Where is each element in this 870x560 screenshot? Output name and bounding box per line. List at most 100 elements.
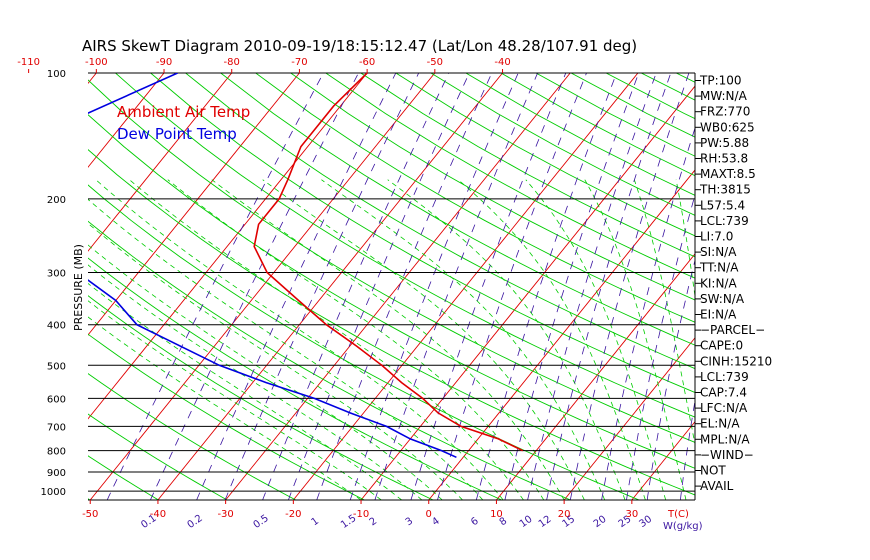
stat-item: CAPE:0: [700, 339, 743, 353]
top-temp-tick: -40: [494, 57, 510, 68]
moist-adiabat-line: [88, 264, 423, 500]
mixing-ratio-tick: 2: [368, 516, 380, 529]
stat-item: WB0:625: [700, 120, 755, 134]
moist-adiabat-line: [262, 179, 585, 500]
dew-point-temp-line: [88, 73, 457, 459]
dry-adiabat-line: [88, 257, 502, 500]
dry-adiabat-line: [255, 73, 695, 323]
mixing-ratio-line: [546, 73, 672, 500]
dry-adiabat-line: [88, 79, 695, 443]
bottom-temp-tick: 30: [625, 509, 638, 520]
pressure-tick-400: 400: [47, 321, 66, 332]
stat-item: SW:N/A: [700, 292, 745, 306]
isotherm-line: [88, 73, 165, 168]
moist-adiabat-line: [95, 179, 504, 500]
mixing-ratio-line: [262, 73, 450, 500]
stat-item: TH:3815: [699, 183, 751, 197]
isotherm-line: [157, 73, 503, 500]
mixing-ratio-line: [410, 73, 567, 500]
legend-ambient-air-temp: Ambient Air Temp: [117, 103, 250, 121]
moist-adiabat-line: [88, 244, 443, 500]
stat-item: RH:53.8: [700, 152, 748, 166]
moist-adiabat-line: [457, 179, 646, 500]
moist-adiabat-line: [88, 300, 382, 500]
isotherm-line: [0, 73, 29, 500]
stat-item: −WIND−: [700, 448, 754, 462]
moist-adiabat-line: [525, 179, 667, 500]
pressure-tick-500: 500: [47, 361, 66, 372]
dry-adiabat-line: [220, 73, 695, 346]
mixing-ratio-tick: 6: [469, 516, 481, 529]
stat-item: LFC:N/A: [700, 401, 748, 415]
bottom-temp-tick: 20: [558, 509, 571, 520]
stat-item: MPL:N/A: [700, 432, 750, 446]
top-temp-tick: -70: [291, 57, 307, 68]
dry-adiabat-line: [88, 149, 695, 496]
dry-adiabat-line: [88, 413, 228, 500]
dry-adiabat-line: [465, 73, 695, 196]
stat-item: NOT: [700, 464, 726, 478]
mixing-ratio-tick: 1: [310, 516, 322, 529]
mixing-ratio-line: [374, 73, 538, 500]
isotherm-line: [292, 73, 639, 500]
bottom-temp-tick: 0: [426, 509, 432, 520]
dry-adiabat-line: [88, 333, 365, 500]
mixing-ratio-line: [527, 73, 657, 500]
bottom-temp-tick: -30: [217, 509, 233, 520]
mixing-ratio-line: [349, 73, 519, 500]
isotherm-line: [767, 73, 870, 500]
dry-adiabat-line: [88, 220, 571, 500]
dry-adiabat-line: [430, 73, 695, 216]
stat-item: LI:7.0: [700, 230, 733, 244]
isotherm-line: [631, 420, 695, 500]
bottom-temp-tick: -50: [82, 509, 98, 520]
dry-adiabat-line: [395, 73, 695, 237]
stat-item: LCL:739: [700, 214, 749, 228]
mixing-ratio-line: [196, 73, 397, 500]
isotherm-line: [88, 73, 300, 336]
dry-adiabat-line: [150, 73, 695, 394]
pressure-tick-700: 700: [47, 422, 66, 433]
mixing-ratio-line: [504, 73, 640, 500]
pressure-tick-900: 900: [47, 468, 66, 479]
dry-adiabat-line: [185, 73, 695, 370]
pressure-tick-100: 100: [47, 69, 66, 80]
mixing-ratio-tick: 4: [430, 516, 442, 529]
top-temp-tick: -60: [359, 57, 375, 68]
isotherm-line: [360, 85, 695, 500]
stat-item: FRZ:770: [700, 105, 750, 119]
isobar-lines: [88, 72, 696, 501]
moist-adiabat-line: [88, 222, 463, 500]
top-temp-tick: -110: [17, 57, 40, 68]
pressure-tick-300: 300: [47, 269, 66, 280]
stat-item: EL:N/A: [700, 417, 740, 431]
stat-item: TP:100: [699, 74, 742, 88]
moist-adiabat-line: [211, 179, 565, 500]
isotherm-line: [88, 73, 368, 420]
top-temp-tick: -80: [224, 57, 240, 68]
top-temp-tick: -50: [427, 57, 443, 68]
mixing-ratio-line: [106, 73, 324, 500]
top-temp-tick: -90: [156, 57, 172, 68]
mixing-ratio-tick: 3: [404, 516, 416, 529]
dry-adiabat-line: [88, 295, 434, 500]
bottom-temp-tick: 10: [490, 509, 503, 520]
dry-adiabat-line: [115, 73, 695, 418]
dry-adiabat-line: [746, 73, 870, 500]
isotherm-line: [835, 73, 870, 500]
stat-item: CAP:7.4: [700, 386, 747, 400]
stat-item: −PARCEL−: [700, 323, 765, 337]
mixing-ratio-tick: 12: [537, 514, 554, 530]
pressure-tick-600: 600: [47, 394, 66, 405]
dry-adiabat-line: [88, 455, 159, 500]
bottom-temp-tick: -10: [353, 509, 369, 520]
stat-item: EI:N/A: [700, 308, 737, 322]
pressure-axis-label: PRESSURE (MB): [72, 244, 85, 331]
legend-dew-point-temp: Dew Point Temp: [117, 125, 237, 143]
chart-title: AIRS SkewT Diagram 2010-09-19/18:15:12.4…: [82, 37, 637, 55]
moist-adiabat-line: [88, 198, 484, 500]
bottom-temp-tick: -20: [285, 509, 301, 520]
stat-item: KI:N/A: [700, 276, 737, 290]
stat-item: AVAIL: [700, 479, 734, 493]
